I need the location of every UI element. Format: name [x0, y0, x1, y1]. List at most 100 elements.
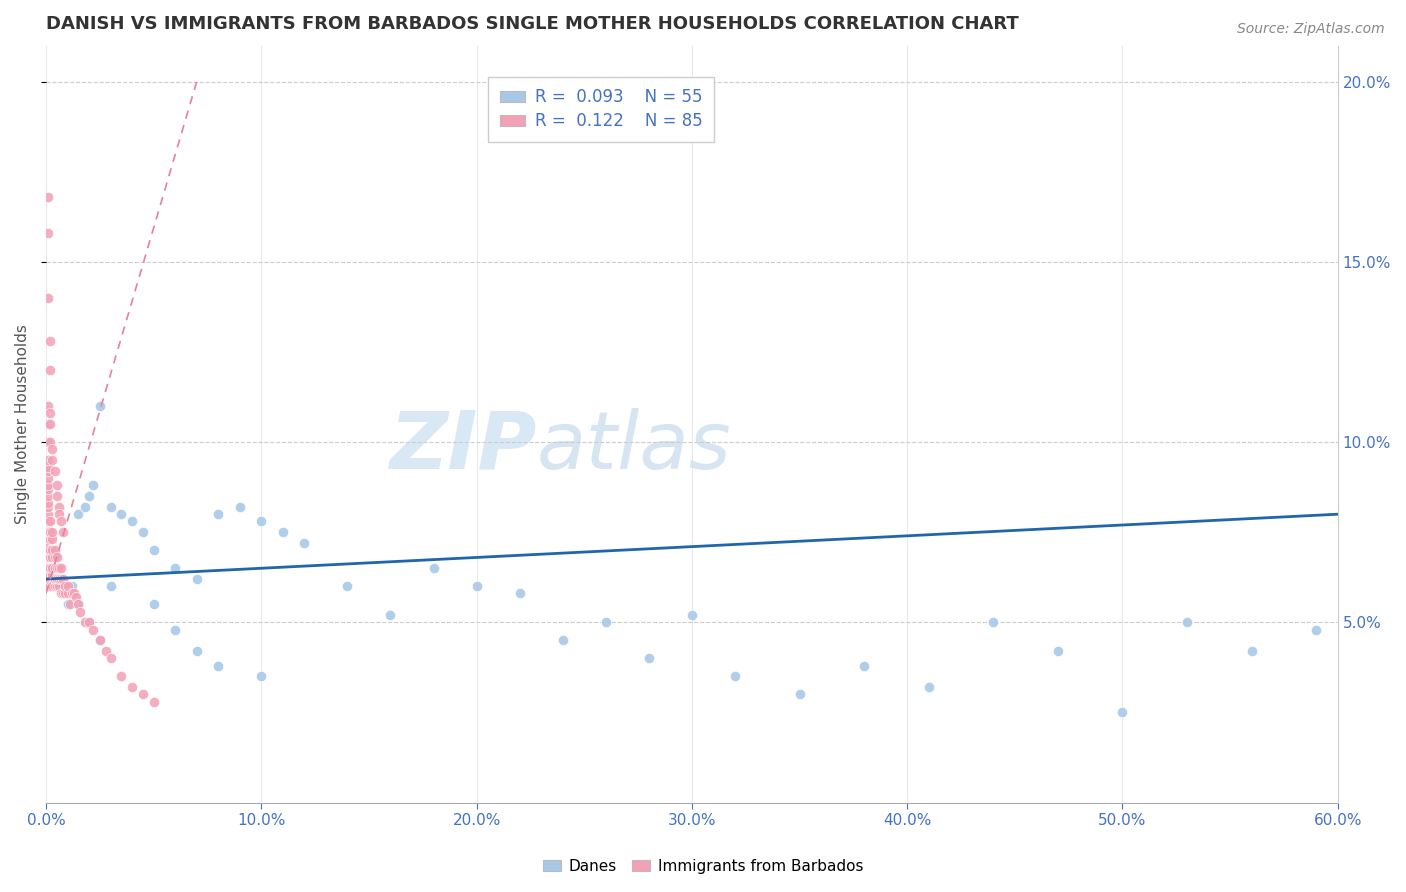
Text: Source: ZipAtlas.com: Source: ZipAtlas.com: [1237, 22, 1385, 37]
Point: [142, 543, 165, 558]
Point: [41, 550, 63, 565]
Point: [41, 533, 63, 547]
Point: [41, 579, 63, 593]
Point: [45, 550, 67, 565]
Point: [681, 608, 703, 623]
Point: [44, 572, 66, 586]
Point: [37, 550, 59, 565]
Point: [207, 658, 229, 673]
Point: [37, 561, 59, 575]
Point: [37, 500, 59, 514]
Point: [59, 597, 82, 611]
Point: [37, 226, 59, 240]
Point: [271, 525, 294, 540]
Point: [41, 442, 63, 457]
Point: [41, 453, 63, 467]
Point: [82, 478, 104, 492]
Point: [37, 435, 59, 450]
Point: [49, 561, 72, 575]
Point: [44, 572, 66, 586]
Point: [37, 482, 59, 496]
Point: [89, 399, 111, 413]
Text: DANISH VS IMMIGRANTS FROM BARBADOS SINGLE MOTHER HOUSEHOLDS CORRELATION CHART: DANISH VS IMMIGRANTS FROM BARBADOS SINGL…: [46, 15, 1019, 33]
Point: [52, 572, 75, 586]
Point: [44, 579, 66, 593]
Point: [186, 644, 208, 658]
Point: [37, 507, 59, 521]
Point: [39, 417, 62, 431]
Point: [44, 550, 66, 565]
Point: [250, 669, 273, 683]
Text: ZIP: ZIP: [389, 408, 537, 486]
Point: [37, 291, 59, 305]
Text: atlas: atlas: [537, 408, 731, 486]
Point: [39, 363, 62, 377]
Point: [44, 464, 66, 478]
Point: [1305, 623, 1327, 637]
Point: [142, 597, 165, 611]
Point: [37, 464, 59, 478]
Point: [49, 586, 72, 600]
Point: [45, 568, 67, 582]
Point: [918, 680, 941, 694]
Point: [82, 623, 104, 637]
Point: [60, 586, 83, 600]
Point: [37, 572, 59, 586]
Y-axis label: Single Mother Households: Single Mother Households: [15, 324, 30, 524]
Point: [48, 500, 70, 514]
Point: [56, 579, 79, 593]
Point: [132, 525, 155, 540]
Point: [67, 507, 90, 521]
Point: [39, 533, 62, 547]
Point: [121, 680, 143, 694]
Point: [41, 561, 63, 575]
Point: [39, 525, 62, 540]
Point: [49, 579, 72, 593]
Point: [595, 615, 617, 630]
Point: [49, 572, 72, 586]
Point: [52, 525, 75, 540]
Point: [1240, 644, 1263, 658]
Point: [65, 590, 87, 604]
Point: [44, 543, 66, 558]
Point: [41, 550, 63, 565]
Point: [39, 406, 62, 420]
Point: [789, 687, 811, 701]
Point: [724, 669, 747, 683]
Point: [48, 507, 70, 521]
Point: [422, 561, 444, 575]
Point: [37, 460, 59, 475]
Point: [41, 568, 63, 582]
Point: [45, 489, 67, 503]
Point: [39, 550, 62, 565]
Point: [336, 579, 359, 593]
Point: [37, 579, 59, 593]
Point: [37, 543, 59, 558]
Point: [110, 669, 132, 683]
Point: [229, 500, 252, 514]
Point: [100, 651, 122, 665]
Point: [73, 500, 96, 514]
Point: [39, 579, 62, 593]
Point: [67, 597, 90, 611]
Point: [45, 478, 67, 492]
Point: [45, 572, 67, 586]
Point: [100, 579, 122, 593]
Point: [142, 695, 165, 709]
Point: [77, 489, 100, 503]
Point: [37, 471, 59, 485]
Point: [77, 615, 100, 630]
Point: [37, 399, 59, 413]
Point: [48, 561, 70, 575]
Point: [250, 515, 273, 529]
Point: [165, 623, 187, 637]
Point: [37, 489, 59, 503]
Point: [1175, 615, 1198, 630]
Point: [509, 586, 531, 600]
Point: [37, 417, 59, 431]
Point: [44, 561, 66, 575]
Point: [41, 525, 63, 540]
Point: [37, 190, 59, 204]
Point: [39, 435, 62, 450]
Point: [37, 515, 59, 529]
